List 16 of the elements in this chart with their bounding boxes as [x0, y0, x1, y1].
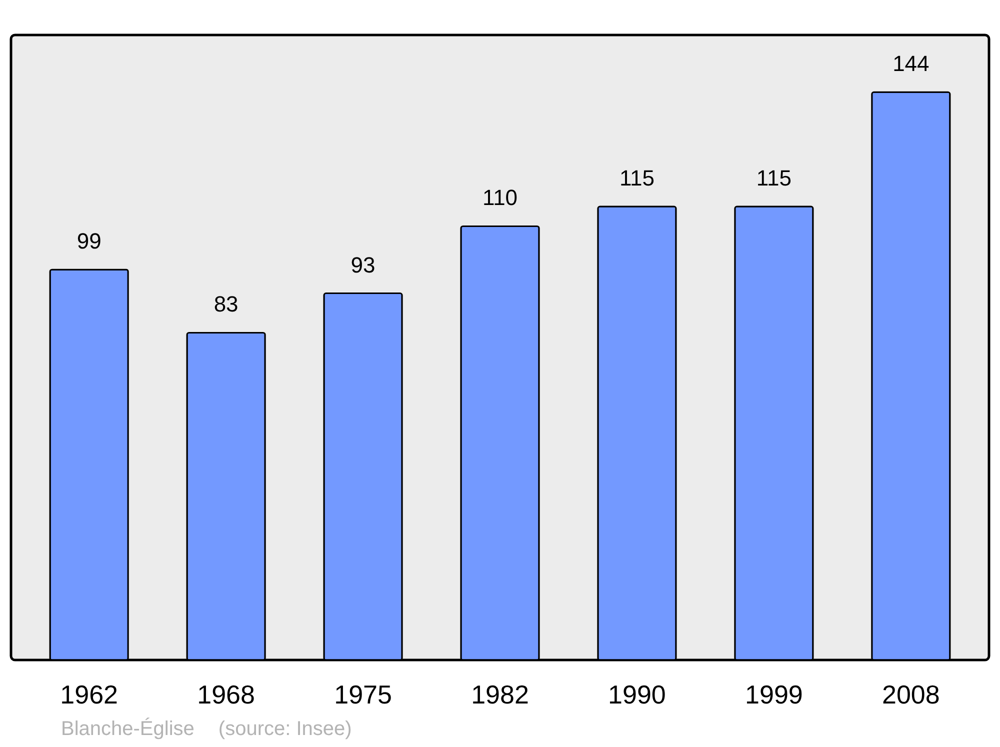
x-tick-label: 1999	[745, 680, 803, 710]
text: (source: Insee)	[218, 718, 352, 740]
x-tick-label: 1975	[334, 680, 392, 710]
x-tick-label: 1962	[60, 680, 118, 710]
data-label: 144	[892, 51, 930, 76]
data-label: 110	[482, 185, 518, 210]
data-label: 93	[350, 252, 376, 278]
x-tick-label: 1990	[608, 680, 666, 710]
data-label: 115	[756, 166, 792, 191]
data-label: 99	[76, 228, 102, 254]
x-tick-label: 1982	[471, 680, 529, 710]
data-label: 83	[214, 292, 238, 317]
data-label: 115	[619, 166, 655, 191]
x-tick-label: 1968	[197, 680, 255, 710]
x-tick-label: 2008	[882, 680, 940, 710]
text: Blanche-Église	[61, 718, 194, 740]
